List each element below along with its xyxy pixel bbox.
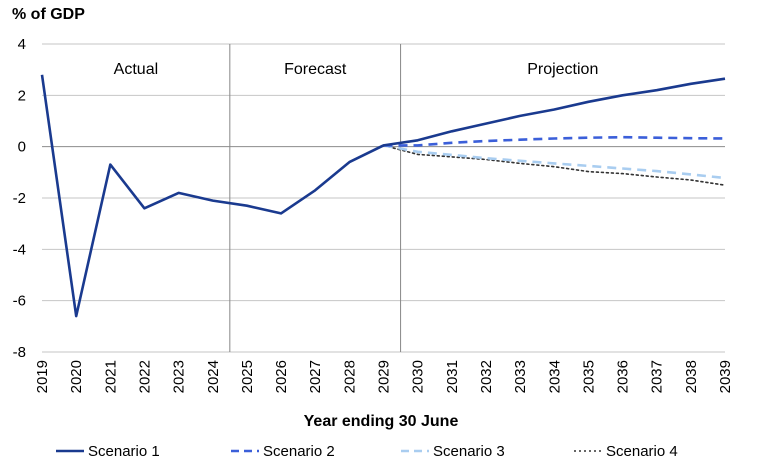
y-tick-label: -6 — [13, 293, 26, 310]
legend-item: Scenario 2 — [231, 441, 335, 461]
y-tick-label: -8 — [13, 344, 26, 361]
x-tick-label: 2032 — [478, 360, 495, 393]
x-tick-label: 2020 — [68, 360, 85, 393]
series-line-scenario-2 — [383, 135, 726, 147]
y-tick-label: 4 — [18, 36, 26, 53]
x-tick-label: 2028 — [341, 360, 358, 393]
x-tick-label: 2031 — [444, 360, 461, 393]
x-tick-label: 2030 — [410, 360, 427, 393]
x-tick-label: 2025 — [239, 360, 256, 393]
x-tick-label: 2038 — [683, 360, 700, 393]
series-line-scenario-4 — [382, 144, 726, 186]
y-tick-label: 2 — [18, 87, 26, 104]
period-label: Forecast — [284, 61, 347, 78]
x-tick-label: 2026 — [273, 360, 290, 393]
x-tick-label: 2019 — [34, 360, 51, 393]
x-tick-label: 2033 — [512, 360, 529, 393]
x-tick-label: 2034 — [546, 360, 563, 393]
legend-label: Scenario 1 — [88, 442, 160, 460]
legend-label: Scenario 3 — [433, 442, 505, 460]
x-tick-label: 2024 — [205, 360, 222, 393]
y-tick-label: -4 — [13, 241, 26, 258]
legend-swatch — [56, 449, 84, 453]
legend-item: Scenario 3 — [401, 441, 505, 461]
x-tick-label: 2035 — [580, 360, 597, 393]
series-line-scenario-1 — [40, 74, 726, 318]
y-tick-label: 0 — [18, 139, 26, 156]
legend-swatch — [574, 450, 602, 452]
x-axis-title: Year ending 30 June — [303, 413, 459, 430]
x-tick-label: 2037 — [649, 360, 666, 393]
x-tick-label: 2029 — [376, 360, 393, 393]
period-label: Actual — [114, 61, 158, 78]
legend-label: Scenario 2 — [263, 442, 335, 460]
x-tick-label: 2027 — [307, 360, 324, 393]
period-label: Projection — [527, 61, 598, 78]
x-tick-label: 2023 — [171, 360, 188, 393]
legend-label: Scenario 4 — [606, 442, 678, 460]
legend: Scenario 1 Scenario 2 Scenario 3 Scenario 4 — [0, 441, 762, 461]
y-unit-label: % of GDP — [12, 6, 85, 23]
legend-swatch — [231, 449, 259, 453]
x-tick-label: 2039 — [717, 360, 734, 393]
legend-item: Scenario 1 — [56, 441, 160, 461]
legend-swatch — [401, 449, 429, 453]
x-tick-label: 2022 — [136, 360, 153, 393]
y-tick-label: -2 — [13, 190, 26, 207]
legend-item: Scenario 4 — [574, 441, 678, 461]
series-line-scenario-3 — [383, 144, 726, 180]
x-tick-label: 2021 — [102, 360, 119, 393]
x-tick-label: 2036 — [615, 360, 632, 393]
